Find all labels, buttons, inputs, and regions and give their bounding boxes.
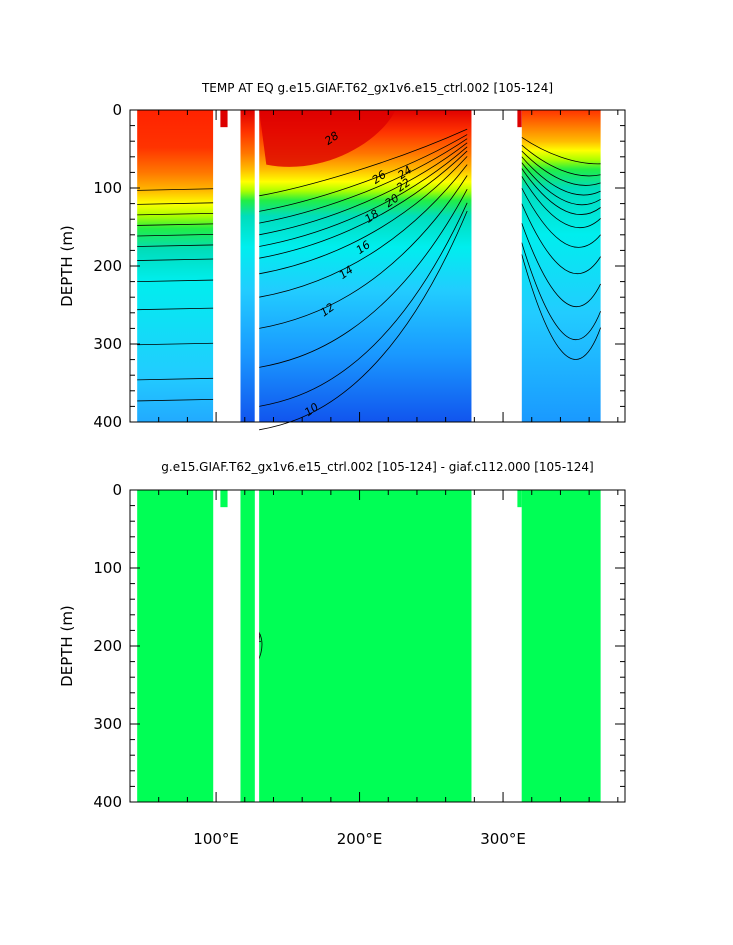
isotherm-line (137, 342, 214, 346)
isotherm-line (137, 258, 214, 261)
land-mask (213, 110, 241, 422)
y-tick-label: 100 (93, 559, 122, 577)
isotherm-line (259, 175, 468, 329)
isotherm-line (137, 377, 214, 381)
isotherm-line (137, 279, 214, 282)
y-tick-label: 200 (93, 257, 122, 275)
isotherm-line (521, 156, 601, 196)
isotherm-line (259, 146, 468, 247)
y-axis-label: DEPTH (m) (58, 605, 76, 687)
island-fill (220, 490, 228, 508)
isotherm-line (259, 150, 468, 259)
isotherm-line (259, 202, 468, 407)
isotherm-line (259, 164, 468, 298)
y-tick-label: 300 (93, 335, 122, 353)
difference-field (137, 490, 601, 802)
land-mask (254, 110, 260, 422)
y-tick-label: 0 (112, 101, 122, 119)
isotherm-line (137, 188, 214, 191)
isotherm-line (137, 223, 214, 226)
isotherm-line (521, 162, 601, 206)
isotherm-line (259, 128, 468, 197)
temperature-panel: TEMP AT EQ g.e15.GIAF.T62_gx1v6.e15_ctrl… (58, 81, 626, 431)
island-fill (517, 490, 522, 508)
y-tick-label: 400 (93, 413, 122, 431)
land-mask (213, 490, 241, 802)
y-tick-label: 300 (93, 715, 122, 733)
x-tick-label: 300°E (480, 830, 526, 848)
isotherm-line (521, 176, 601, 229)
chart-title: g.e15.GIAF.T62_gx1v6.e15_ctrl.002 [105-1… (161, 460, 593, 474)
difference-panel: g.e15.GIAF.T62_gx1v6.e15_ctrl.002 [105-1… (58, 460, 626, 848)
land-mask (254, 490, 260, 802)
y-tick-label: 200 (93, 637, 122, 655)
isotherm-line (259, 210, 468, 431)
isotherm-line (137, 244, 214, 247)
isotherm-line (137, 398, 214, 402)
x-tick-label: 200°E (337, 830, 383, 848)
x-tick-label: 100°E (193, 830, 239, 848)
isotherm-line (521, 254, 601, 360)
isotherm-line (259, 142, 468, 236)
temperature-field (137, 110, 214, 422)
isotherm-line (521, 203, 601, 275)
isotherm-line (259, 134, 468, 212)
chart-title: TEMP AT EQ g.e15.GIAF.T62_gx1v6.e15_ctrl… (201, 81, 553, 95)
isotherm-line (521, 242, 601, 340)
isotherm-line (521, 144, 601, 177)
island-fill (220, 110, 228, 128)
y-axis-label: DEPTH (m) (58, 225, 76, 307)
isotherm-line (137, 212, 214, 216)
isotherm-line (137, 202, 214, 205)
land-mask (471, 490, 522, 802)
isotherm-line (259, 138, 468, 224)
isotherm-line (521, 187, 601, 248)
y-tick-label: 400 (93, 793, 122, 811)
temperature-field (521, 110, 601, 422)
temperature-field (240, 110, 255, 422)
y-tick-label: 0 (112, 481, 122, 499)
isotherm-line (521, 222, 601, 308)
isotherm-line (137, 234, 214, 237)
land-mask (471, 110, 522, 422)
island-fill (517, 110, 522, 128)
isotherm-line (521, 150, 601, 186)
isotherm-line (521, 168, 601, 215)
isotherm-line (137, 307, 214, 311)
y-tick-label: 100 (93, 179, 122, 197)
isotherm-line (259, 156, 468, 275)
warm-pool (259, 110, 396, 167)
isotherm-line (259, 188, 468, 368)
isotherm-line (521, 136, 601, 165)
